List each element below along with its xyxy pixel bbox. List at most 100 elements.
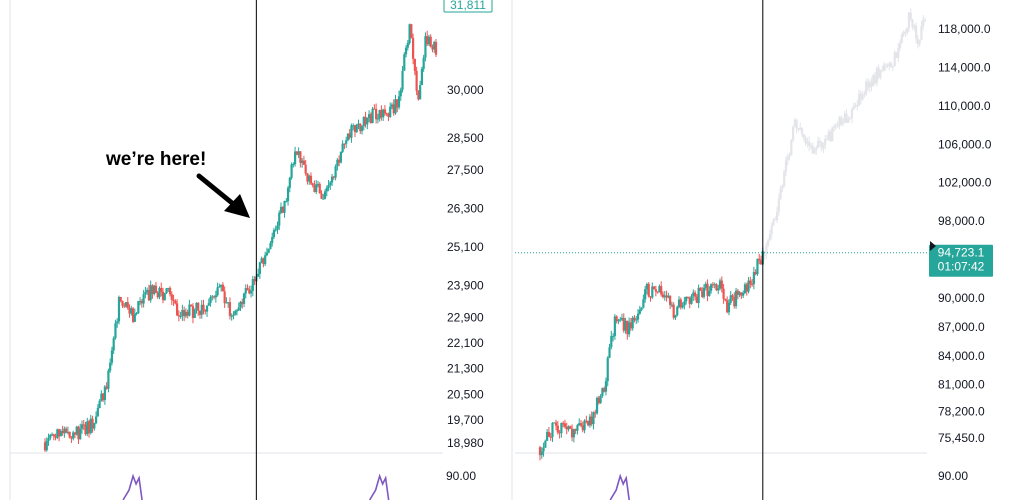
price-candle [672, 302, 675, 320]
price-candle [350, 123, 353, 143]
y-tick-label: 90,000.0 [938, 291, 985, 305]
price-candle [304, 159, 307, 176]
candle-body [822, 145, 825, 149]
price-candle [84, 421, 87, 436]
price-candle [556, 421, 559, 435]
candle-body [754, 272, 757, 275]
scale-handle-icon[interactable] [930, 241, 936, 251]
projected-candle [845, 109, 848, 123]
price-candle [112, 336, 115, 354]
current-price-label: 94,723.1 [938, 246, 985, 260]
candle-body [718, 280, 722, 289]
price-candle [94, 411, 98, 425]
candle-body [364, 116, 367, 125]
price-candle [401, 66, 404, 93]
right-oscillator-tick: 90.00 [938, 469, 968, 483]
price-candle [756, 258, 759, 276]
projected-candle [781, 184, 784, 193]
price-candle [710, 283, 713, 294]
price-candle [75, 425, 78, 436]
price-candle [606, 356, 609, 387]
candle-body [205, 305, 209, 312]
price-candle [77, 425, 80, 445]
price-candle [404, 45, 408, 58]
candle-body [902, 31, 905, 35]
projected-candle [863, 90, 866, 98]
candle-body [341, 143, 344, 152]
candle-body [102, 393, 105, 400]
price-candle [274, 225, 277, 232]
price-candle [332, 175, 335, 180]
left-chart-panel: 30,000 28,500 27,500 26,300 25,100 23,900 22,9… [9, 0, 493, 500]
candle-body [562, 422, 565, 424]
candle-body [359, 123, 362, 132]
candle-body [633, 317, 636, 321]
candle-body [431, 46, 434, 50]
candle-body [389, 106, 392, 117]
candle-body [636, 313, 640, 320]
candle-body [135, 312, 138, 314]
candle-body [232, 314, 235, 316]
candle-body [151, 285, 154, 295]
price-candle [209, 295, 212, 307]
candle-body [258, 262, 261, 274]
projected-candle [865, 78, 868, 96]
arrow-icon [196, 173, 250, 218]
candle-body [316, 183, 320, 185]
price-candle [86, 417, 89, 437]
y-tick-label: 102,000.0 [938, 176, 992, 190]
candle-body [43, 442, 47, 451]
candle-body [412, 38, 415, 59]
price-candle [647, 281, 650, 298]
y-tick-label: 75,450.0 [938, 431, 985, 445]
candle-body [890, 63, 893, 68]
candle-body [546, 431, 549, 441]
projected-candle [831, 126, 834, 142]
projected-candle [897, 43, 900, 63]
candle-body [770, 225, 773, 235]
price-candle [581, 421, 584, 433]
candle-body [114, 323, 117, 339]
candle-body [923, 19, 927, 22]
price-candle [98, 399, 101, 409]
projected-candle [832, 123, 836, 132]
y-tick-label: 25,100 [447, 240, 484, 254]
candle-body [683, 301, 686, 306]
candle-body [124, 302, 128, 307]
projected-candle [800, 127, 804, 137]
candle-body [338, 159, 341, 163]
candle-body [241, 301, 244, 304]
price-candle [540, 447, 543, 459]
candle-body [585, 420, 588, 422]
candle-body [868, 82, 871, 88]
candle-body [620, 317, 624, 320]
candle-body [547, 431, 551, 437]
candle-body [285, 201, 288, 203]
candle-body [207, 303, 210, 306]
candle-body [797, 128, 800, 130]
candle-body [311, 183, 314, 186]
candle-body [211, 296, 214, 298]
price-candle [738, 290, 741, 298]
candle-body [809, 145, 813, 147]
price-candle [322, 193, 325, 200]
candle-body [832, 126, 836, 128]
candle-body [790, 140, 793, 156]
candle-body [68, 431, 71, 438]
price-candle [742, 290, 745, 298]
candle-body [168, 287, 172, 295]
projected-candle [797, 128, 800, 132]
candle-body [61, 430, 64, 434]
candle-body [339, 151, 342, 163]
candle-body [179, 315, 182, 317]
y-tick-label: 110,000.0 [938, 99, 991, 113]
price-candle [394, 94, 397, 115]
candle-body [679, 299, 682, 308]
price-candle [642, 294, 645, 309]
projected-candle [765, 242, 768, 260]
price-candle [570, 424, 574, 442]
candle-body [740, 292, 743, 296]
candle-body [63, 428, 66, 434]
candle-body [765, 245, 768, 255]
